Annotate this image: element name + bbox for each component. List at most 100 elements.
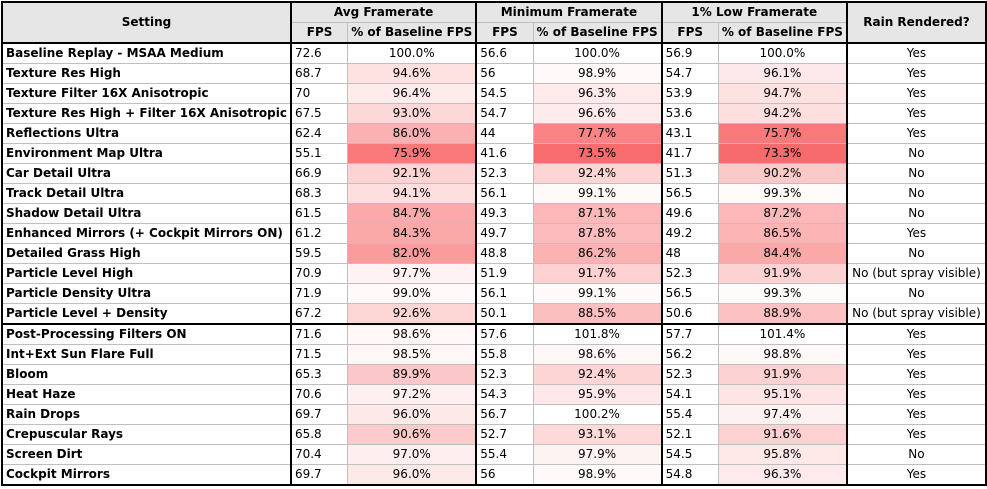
low-fps-cell: 52.1 bbox=[661, 424, 719, 445]
rain-rendered-cell: No (but spray visible) bbox=[846, 303, 987, 325]
rain-rendered-cell: No (but spray visible) bbox=[846, 263, 987, 284]
low-pct-cell: 84.4% bbox=[717, 243, 848, 264]
min-pct-cell: 97.9% bbox=[532, 444, 663, 465]
setting-name-cell: Int+Ext Sun Flare Full bbox=[1, 344, 292, 365]
low-framerate-header: 1% Low Framerate bbox=[661, 1, 848, 23]
setting-name-cell: Post-Processing Filters ON bbox=[1, 323, 292, 345]
low-pct-cell: 90.2% bbox=[717, 163, 848, 184]
low-pct-cell: 91.9% bbox=[717, 263, 848, 284]
low-fps-cell: 56.5 bbox=[661, 283, 719, 304]
rain-rendered-cell: Yes bbox=[846, 323, 987, 345]
min-pct-cell: 100.2% bbox=[532, 404, 663, 425]
rain-rendered-cell: Yes bbox=[846, 223, 987, 244]
avg-fps-cell: 69.7 bbox=[290, 404, 349, 425]
min-pct-cell: 96.3% bbox=[532, 83, 663, 104]
low-fps-cell: 53.6 bbox=[661, 103, 719, 124]
rain-rendered-cell: Yes bbox=[846, 123, 987, 144]
avg-pct-cell: 90.6% bbox=[347, 424, 478, 445]
min-pct-cell: 99.1% bbox=[532, 283, 663, 304]
avg-fps-cell: 61.5 bbox=[290, 203, 349, 224]
min-fps-cell: 49.3 bbox=[475, 203, 534, 224]
min-fps-cell: 56 bbox=[475, 63, 534, 84]
avg-fps-cell: 62.4 bbox=[290, 123, 349, 144]
low-pct-header: % of Baseline FPS bbox=[717, 22, 848, 44]
setting-name-cell: Texture Filter 16X Anisotropic bbox=[1, 83, 292, 104]
table-row: Reflections Ultra 62.4 86.0% 44 77.7% 43.1 75.… bbox=[1, 123, 987, 144]
low-pct-cell: 87.2% bbox=[717, 203, 848, 224]
min-fps-cell: 52.3 bbox=[475, 163, 534, 184]
low-fps-cell: 43.1 bbox=[661, 123, 719, 144]
low-fps-cell: 48 bbox=[661, 243, 719, 264]
low-fps-cell: 54.1 bbox=[661, 384, 719, 405]
min-fps-cell: 51.9 bbox=[475, 263, 534, 284]
rain-rendered-cell: No bbox=[846, 203, 987, 224]
low-pct-cell: 101.4% bbox=[717, 323, 848, 345]
table-row: Cockpit Mirrors 69.7 96.0% 56 98.9% 54.8 96.3%… bbox=[1, 464, 987, 486]
low-pct-cell: 100.0% bbox=[717, 42, 848, 64]
min-pct-cell: 73.5% bbox=[532, 143, 663, 164]
table-row: Car Detail Ultra 66.9 92.1% 52.3 92.4% 51.3 90… bbox=[1, 163, 987, 184]
avg-pct-cell: 92.1% bbox=[347, 163, 478, 184]
low-fps-cell: 41.7 bbox=[661, 143, 719, 164]
min-pct-cell: 101.8% bbox=[532, 323, 663, 345]
low-fps-cell: 54.7 bbox=[661, 63, 719, 84]
low-fps-cell: 54.5 bbox=[661, 444, 719, 465]
min-pct-cell: 98.9% bbox=[532, 63, 663, 84]
low-fps-cell: 56.9 bbox=[661, 42, 719, 64]
rain-rendered-cell: Yes bbox=[846, 364, 987, 385]
setting-name-cell: Track Detail Ultra bbox=[1, 183, 292, 204]
table-row: Environment Map Ultra 55.1 75.9% 41.6 73.5% 4… bbox=[1, 143, 987, 164]
header-row-top: Setting Avg Framerate Minimum Framerate … bbox=[1, 1, 987, 44]
rain-rendered-cell: No bbox=[846, 243, 987, 264]
low-fps-cell: 50.6 bbox=[661, 303, 719, 325]
header-row-sub: FPS % of Baseline FPS FPS % of Baseline … bbox=[2, 22, 986, 44]
low-pct-cell: 97.4% bbox=[717, 404, 848, 425]
rain-rendered-cell: No bbox=[846, 444, 987, 465]
table-row: Int+Ext Sun Flare Full 71.5 98.5% 55.8 98.6%… bbox=[1, 344, 987, 365]
rain-rendered-header: Rain Rendered? bbox=[846, 1, 987, 44]
setting-name-cell: Baseline Replay - MSAA Medium bbox=[1, 42, 292, 64]
min-fps-cell: 44 bbox=[475, 123, 534, 144]
low-pct-cell: 95.1% bbox=[717, 384, 848, 405]
min-pct-cell: 99.1% bbox=[532, 183, 663, 204]
table-row: Texture Filter 16X Anisotropic 70 96.4% 54.… bbox=[1, 83, 987, 104]
min-fps-cell: 56.7 bbox=[475, 404, 534, 425]
avg-pct-cell: 93.0% bbox=[347, 103, 478, 124]
avg-fps-cell: 69.7 bbox=[290, 464, 349, 486]
avg-fps-cell: 67.5 bbox=[290, 103, 349, 124]
rain-rendered-cell: Yes bbox=[846, 384, 987, 405]
rain-rendered-cell: Yes bbox=[846, 63, 987, 84]
setting-name-cell: Screen Dirt bbox=[1, 444, 292, 465]
low-fps-cell: 53.9 bbox=[661, 83, 719, 104]
avg-fps-cell: 67.2 bbox=[290, 303, 349, 325]
setting-name-cell: Texture Res High + Filter 16X Anisotropi… bbox=[1, 103, 292, 124]
min-fps-cell: 57.6 bbox=[475, 323, 534, 345]
setting-name-cell: Detailed Grass High bbox=[1, 243, 292, 264]
table-row: Particle Level High 70.9 97.7% 51.9 91.7% 52.… bbox=[1, 263, 987, 284]
min-pct-cell: 95.9% bbox=[532, 384, 663, 405]
rain-rendered-cell: No bbox=[846, 183, 987, 204]
min-fps-cell: 52.7 bbox=[475, 424, 534, 445]
setting-name-cell: Environment Map Ultra bbox=[1, 143, 292, 164]
min-fps-cell: 56.1 bbox=[475, 183, 534, 204]
table-row: Texture Res High + Filter 16X Anisotropi… bbox=[1, 103, 987, 124]
avg-pct-cell: 97.0% bbox=[347, 444, 478, 465]
setting-name-cell: Rain Drops bbox=[1, 404, 292, 425]
avg-pct-cell: 86.0% bbox=[347, 123, 478, 144]
rain-rendered-cell: Yes bbox=[846, 83, 987, 104]
low-fps-cell: 51.3 bbox=[661, 163, 719, 184]
min-pct-cell: 88.5% bbox=[532, 303, 663, 325]
low-pct-cell: 99.3% bbox=[717, 183, 848, 204]
setting-name-cell: Particle Level + Density bbox=[1, 303, 292, 325]
setting-header: Setting bbox=[1, 1, 292, 44]
table-row: Screen Dirt 70.4 97.0% 55.4 97.9% 54.5 95.8% No bbox=[1, 444, 987, 465]
table-row: Texture Res High 68.7 94.6% 56 98.9% 54.7 96.1… bbox=[1, 63, 987, 84]
avg-fps-cell: 71.6 bbox=[290, 323, 349, 345]
avg-pct-cell: 96.4% bbox=[347, 83, 478, 104]
avg-pct-cell: 97.2% bbox=[347, 384, 478, 405]
min-pct-cell: 98.6% bbox=[532, 344, 663, 365]
avg-fps-cell: 70.9 bbox=[290, 263, 349, 284]
avg-fps-cell: 65.3 bbox=[290, 364, 349, 385]
low-fps-cell: 57.7 bbox=[661, 323, 719, 345]
low-pct-cell: 91.6% bbox=[717, 424, 848, 445]
